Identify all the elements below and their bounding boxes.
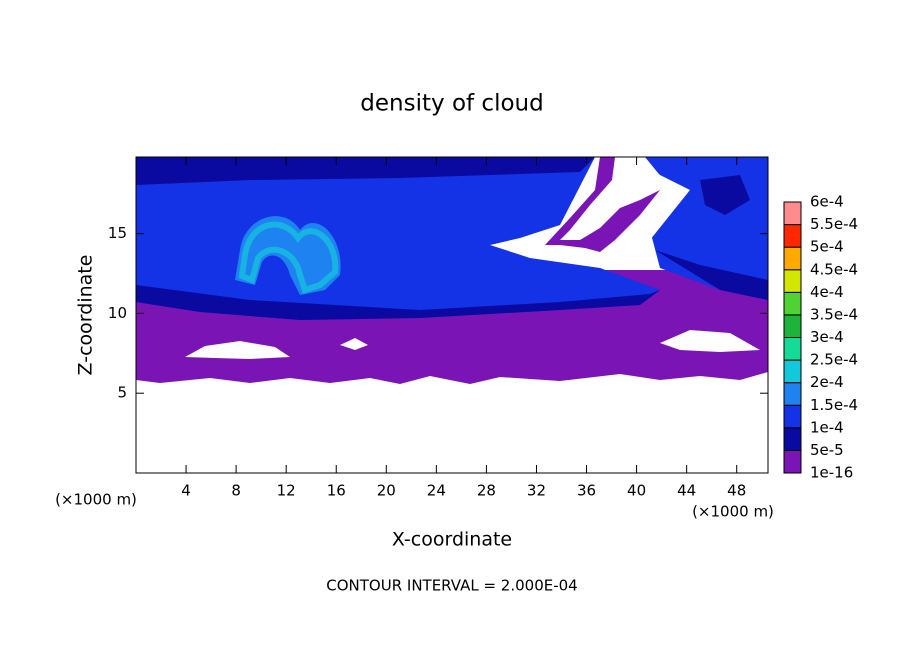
x-tick-label: 16: [327, 482, 346, 500]
x-tick-label: 28: [477, 482, 496, 500]
x-tick-label: 24: [427, 482, 446, 500]
colorbar-box: [783, 449, 802, 474]
y-axis-title: Z-coordinate: [75, 255, 97, 376]
field-purple-top: [545, 157, 660, 252]
colorbar-box: [783, 201, 802, 226]
colorbar-label: 1e-16: [810, 464, 853, 482]
colorbar-box: [783, 359, 802, 384]
contour-field: [136, 157, 768, 473]
x-tick-label: 44: [677, 482, 696, 500]
colorbar-label: 5.5e-4: [810, 215, 858, 233]
y-tick-label: 10: [108, 304, 127, 322]
x-tick-label: 20: [377, 482, 396, 500]
field-hole: [185, 330, 760, 359]
field-swirl-core: [238, 221, 339, 294]
colorbar-label: 3.5e-4: [810, 305, 858, 323]
colorbar-box: [783, 427, 802, 451]
colorbar-box: [783, 224, 802, 248]
colorbar-box: [783, 269, 802, 293]
colorbar-box: [783, 291, 802, 316]
chart-title: density of cloud: [360, 91, 543, 117]
field-dark-blue-right: [655, 175, 768, 300]
colorbar-box: [783, 404, 802, 429]
colorbar-label: 1.5e-4: [810, 396, 858, 414]
x-axis-title: X-coordinate: [392, 529, 512, 551]
field-blue: [136, 157, 660, 320]
colorbar-box: [783, 246, 802, 271]
colorbar-box: [783, 382, 802, 406]
colorbar-box: [783, 314, 802, 338]
field-dark-blue: [136, 157, 660, 320]
colorbar-label: 2.5e-4: [810, 351, 858, 369]
colorbar-label: 6e-4: [810, 193, 844, 211]
x-tick-label: 8: [231, 482, 241, 500]
x-tick-label: 48: [727, 482, 746, 500]
colorbar-label: 3e-4: [810, 328, 844, 346]
colorbar-label: 4.5e-4: [810, 260, 858, 278]
colorbar-label: 5e-5: [810, 441, 844, 459]
x-tick-label: 36: [577, 482, 596, 500]
x-tick-label: 32: [527, 482, 546, 500]
colorbar-label: 5e-4: [810, 238, 844, 256]
x-tick-label: 40: [627, 482, 646, 500]
colorbar-label: 1e-4: [810, 418, 844, 436]
x-tick-label: 12: [277, 482, 296, 500]
y-unit: (×1000 m): [55, 491, 137, 509]
x-unit: (×1000 m): [692, 503, 774, 521]
footnote: CONTOUR INTERVAL = 2.000E-04: [326, 577, 577, 595]
x-tick-label: 4: [181, 482, 191, 500]
colorbar-box: [783, 337, 802, 361]
colorbar-label: 2e-4: [810, 373, 844, 391]
plot-frame: [135, 156, 769, 474]
y-tick-label: 5: [117, 384, 127, 402]
colorbar-label: 4e-4: [810, 283, 844, 301]
field-hole-top: [555, 157, 690, 255]
y-tick-label: 15: [108, 224, 127, 242]
